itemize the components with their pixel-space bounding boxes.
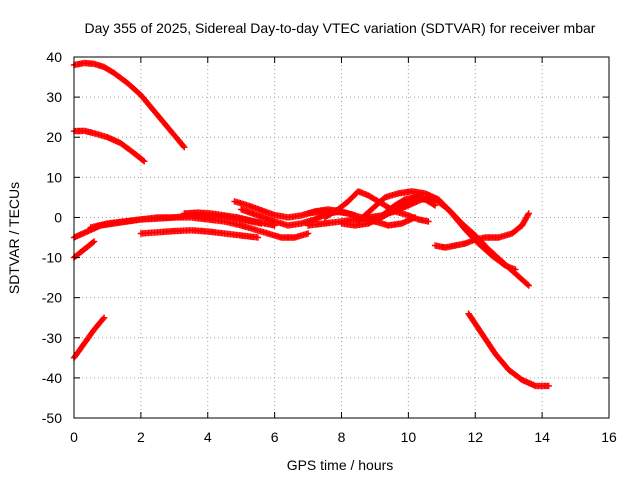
series-3: [70, 314, 108, 361]
x-tick-label: 16: [601, 429, 617, 445]
data-point: [545, 382, 552, 390]
y-tick-label: 40: [46, 49, 62, 65]
series-16: [371, 194, 439, 225]
data-point: [181, 144, 188, 151]
series-2: [70, 127, 148, 165]
data-point: [431, 202, 439, 209]
data-point: [139, 157, 147, 164]
series-13: [321, 188, 432, 225]
data-point: [304, 230, 312, 237]
data-point: [525, 210, 532, 217]
data-point: [90, 238, 98, 245]
x-tick-label: 6: [271, 429, 279, 445]
y-tick-label: -30: [42, 330, 62, 346]
x-tick-label: 2: [137, 429, 145, 445]
data-points: [70, 59, 552, 390]
data-point: [525, 282, 532, 289]
x-tick-label: 8: [338, 429, 346, 445]
y-tick-label: 20: [46, 129, 62, 145]
axis-ticks: 0 2 4 6 8 10 12 14 16 -50 -40 -30 -20 -10 0 10 20 30 40: [42, 49, 617, 445]
data-point: [100, 314, 108, 321]
data-point: [180, 142, 187, 150]
series-18: [465, 310, 552, 390]
y-tick-label: -50: [42, 410, 62, 426]
series-14: [355, 188, 519, 273]
x-tick-label: 10: [401, 429, 417, 445]
x-tick-label: 12: [467, 429, 483, 445]
data-point: [524, 211, 532, 218]
chart-title: Day 355 of 2025, Sidereal Day-to-day VTE…: [85, 20, 596, 36]
y-tick-label: 10: [46, 169, 62, 185]
series-8: [181, 209, 278, 229]
data-point: [418, 190, 425, 197]
y-tick-label: -40: [42, 370, 62, 386]
data-point: [512, 266, 519, 273]
data-point: [141, 158, 148, 165]
data-point: [425, 218, 432, 225]
x-tick-label: 0: [70, 429, 78, 445]
x-tick-label: 14: [534, 429, 550, 445]
y-tick-label: -20: [42, 290, 62, 306]
y-axis-label: SDTVAR / TECUs: [6, 182, 22, 294]
series-4: [70, 238, 98, 261]
y-tick-label: 30: [46, 89, 62, 105]
series-17: [431, 210, 532, 251]
data-point: [89, 239, 97, 246]
data-point: [254, 234, 262, 241]
series-7: [137, 227, 262, 241]
data-point: [524, 281, 531, 288]
x-tick-label: 4: [204, 429, 212, 445]
data-point: [99, 315, 107, 323]
y-tick-label: -10: [42, 250, 62, 266]
x-axis-label: GPS time / hours: [287, 457, 394, 473]
y-tick-label: 0: [54, 209, 62, 225]
series-1: [70, 59, 188, 151]
